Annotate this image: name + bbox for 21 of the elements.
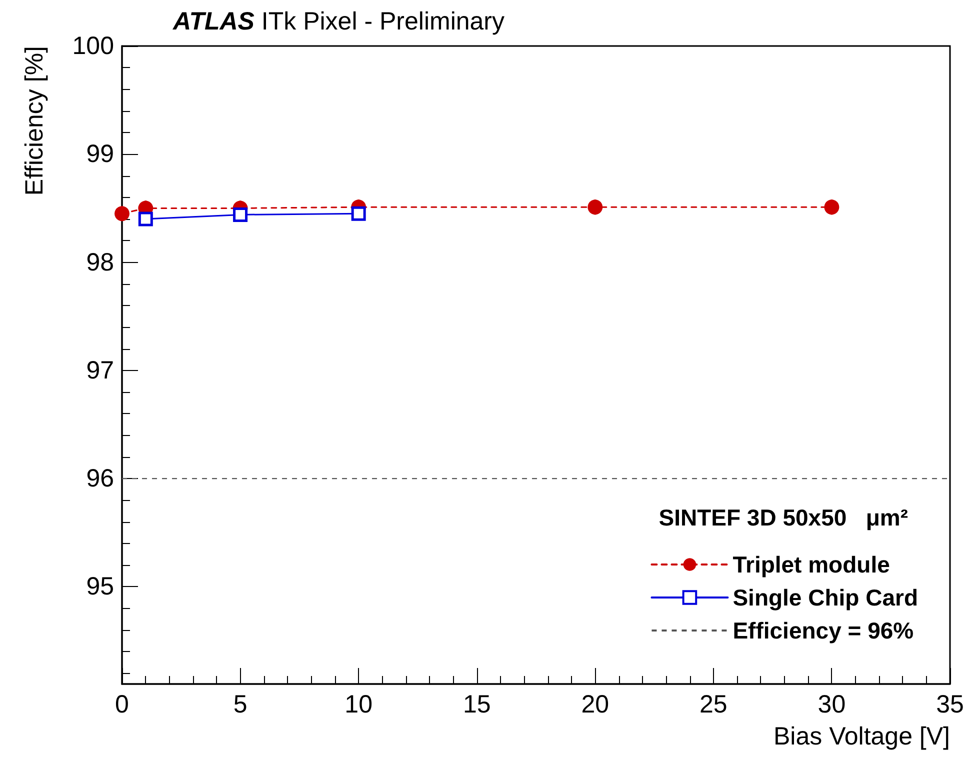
x-tick-label: 35 — [936, 690, 964, 718]
legend-label: Triplet module — [732, 552, 890, 578]
y-tick-label: 95 — [86, 572, 114, 601]
chart-title: ATLAS ITk Pixel - Preliminary — [172, 8, 506, 36]
legend-title: SINTEF 3D 50x50 μm² — [658, 504, 908, 530]
y-tick-label: 100 — [72, 32, 114, 60]
x-tick-label: 20 — [581, 690, 610, 718]
legend-label: Efficiency = 96% — [732, 618, 914, 644]
legend-label: Single Chip Card — [732, 584, 918, 610]
x-tick-label: 15 — [462, 690, 491, 718]
x-tick-label: 5 — [233, 690, 248, 718]
y-tick-label: 97 — [86, 356, 114, 384]
x-tick-label: 0 — [115, 690, 129, 718]
y-axis-title: Efficiency [%] — [20, 46, 48, 196]
x-axis-title: Bias Voltage [V] — [773, 722, 950, 750]
x-tick-label: 25 — [700, 690, 728, 718]
x-tick-label: 30 — [818, 690, 846, 718]
y-tick-label: 96 — [86, 464, 114, 493]
y-tick-label: 98 — [86, 248, 114, 276]
y-tick-label: 99 — [86, 140, 114, 168]
x-tick-label: 10 — [344, 690, 372, 718]
